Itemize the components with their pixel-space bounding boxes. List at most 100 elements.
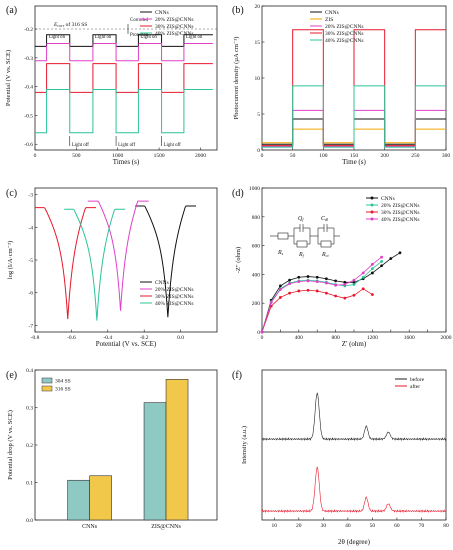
d-ytick-label: 200 [252, 301, 261, 307]
b-xtick-label: 50 [290, 153, 296, 159]
d-data-point [288, 282, 291, 286]
f-xtick-label: 20 [296, 523, 302, 529]
resistor-rct [320, 240, 332, 248]
d-data-point [334, 279, 337, 283]
a-series-line [35, 63, 213, 93]
c-legend-label: 20% ZIS@CNNs [155, 287, 194, 293]
panel-d-ylabel: -Z" (ohm) [235, 247, 242, 273]
b-ytick-label: 15 [255, 40, 261, 46]
panel-e: (e) 0.00.10.20.30.4 CNNs ZIS@CNNs 304 SS3… [6, 368, 218, 530]
b-ytick-label: 5 [257, 112, 260, 118]
d-data-point [371, 293, 374, 296]
d-xtick-label: 0 [261, 335, 264, 341]
e-bar [165, 379, 189, 521]
c-legend-label: 40% ZIS@CNNs [155, 301, 194, 307]
panel-e-legend: 304 SS 316 SS [41, 377, 71, 393]
a-legend-label: CNNs [155, 10, 169, 16]
light-off-label: Light off [72, 143, 90, 148]
c-ytick-label: -7 [28, 323, 33, 329]
panel-b-label: (b) [232, 5, 244, 16]
d-data-point [361, 275, 365, 279]
d-legend-marker [370, 217, 374, 221]
d-data-point [371, 267, 374, 271]
f-series-line [261, 392, 447, 442]
e-bar [143, 402, 167, 521]
panel-e-label: (e) [6, 370, 17, 381]
panel-a-frame [34, 5, 218, 151]
d-data-point [279, 284, 282, 288]
a-ytick-label: -0.2 [24, 27, 33, 33]
d-data-point [343, 283, 347, 286]
d-data-point [334, 294, 337, 298]
a-xtick-label: 1500 [154, 153, 165, 159]
panel-f-label: (f) [232, 370, 242, 381]
e-legend-label: 316 SS [55, 387, 71, 393]
f-xtick-label: 30 [321, 523, 327, 529]
d-xtick-label: 800 [331, 335, 340, 341]
panel-b-ylabel: Photocurrent density (µA cm⁻²) [233, 37, 240, 120]
label-rf: Rf [298, 252, 305, 258]
d-xtick-label: 2000 [441, 335, 452, 341]
panel-d: (d) 0 400 800 1200 1600 2000 0 200 400 600 800 1000 [232, 186, 452, 348]
f-xtick-label: 60 [394, 523, 400, 529]
panel-e-frame [34, 369, 218, 521]
b-series-line [262, 85, 446, 148]
panel-a-ylabel: Potential (V vs. SCE) [5, 50, 12, 106]
d-data-point [297, 289, 301, 293]
d-data-point [380, 255, 383, 259]
d-data-point [352, 293, 356, 297]
c-xtick-label: -0.8 [31, 335, 40, 341]
f-xtick-label: 50 [370, 523, 376, 529]
panel-c-ylabel: log (I/A·cm⁻²) [7, 241, 14, 279]
f-legend-label: after [410, 383, 420, 390]
label-rct: Rct [321, 252, 329, 258]
a-ytick-label: -0.3 [24, 56, 33, 62]
b-ytick-label: 20 [255, 4, 261, 10]
c-series-line [35, 207, 96, 319]
d-data-point [389, 257, 393, 260]
e-ytick-label: 0.2 [26, 443, 33, 449]
d-data-point [297, 275, 301, 279]
b-xtick-label: 200 [381, 153, 390, 159]
c-ytick-label: -4 [28, 225, 33, 231]
b-xtick-label: 150 [350, 153, 359, 159]
panel-c-label: (c) [6, 188, 17, 199]
c-xtick-label: -0.2 [140, 335, 149, 341]
a-xtick-label: 1000 [112, 153, 123, 159]
d-legend-marker [370, 203, 374, 207]
a-ytick-label: -0.4 [24, 85, 33, 91]
e-ytick-label: 0.4 [26, 368, 33, 374]
label-cdl: Cdl [321, 216, 329, 222]
equivalent-circuit [270, 224, 340, 248]
label-qf: Qf [298, 216, 304, 222]
panel-a-label: (a) [6, 5, 17, 16]
f-legend-label: before [410, 376, 425, 383]
d-data-point [352, 283, 356, 286]
d-data-point [398, 251, 402, 255]
a-xtick-label: 500 [72, 153, 81, 159]
light-off-label: Light off [164, 143, 182, 148]
d-data-point [325, 277, 328, 281]
light-off-label: Light off [118, 143, 136, 148]
light-on-label: Light on [186, 35, 203, 40]
b-legend-label: ZIS [325, 17, 333, 23]
f-xtick-label: 70 [419, 523, 425, 529]
d-legend-marker [370, 210, 374, 214]
light-on-label: Light on [49, 35, 66, 40]
a-ytick-label: -0.5 [24, 113, 33, 119]
a-legend-label: 40% ZIS@CNNs [155, 31, 194, 37]
c-legend-label: 30% ZIS@CNNs [155, 294, 194, 300]
panel-c-frame [34, 187, 218, 333]
a-xtick-label: 0 [34, 153, 37, 159]
panel-b-xlabel: Time (s) [342, 158, 366, 166]
e-bar [67, 479, 90, 521]
d-legend-label: 40% ZIS@CNNs [381, 217, 420, 223]
c-xtick-label: -0.4 [103, 335, 112, 341]
b-legend-label: 40% ZIS@CNNs [325, 38, 364, 44]
c-ytick-label: -3 [28, 193, 33, 199]
